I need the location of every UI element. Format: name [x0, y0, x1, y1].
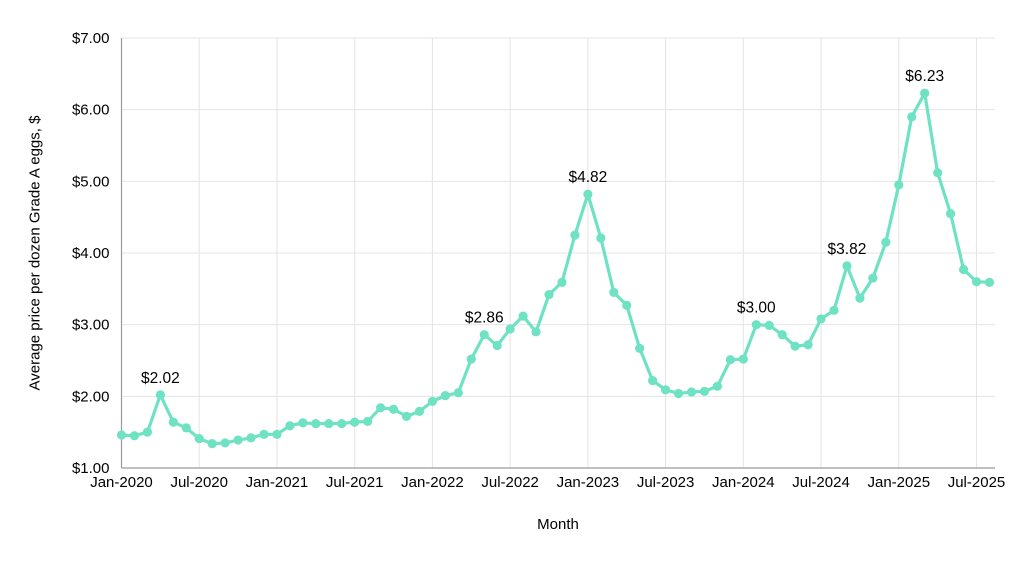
- data-point: [673, 388, 684, 399]
- data-point: [440, 391, 450, 401]
- point-annotation: $3.00: [737, 300, 776, 317]
- data-point: [375, 403, 386, 413]
- data-point: [363, 416, 373, 427]
- data-point: [907, 112, 917, 122]
- data-point: [285, 421, 295, 431]
- point-annotation: $6.23: [905, 68, 944, 85]
- data-point: [855, 293, 865, 303]
- x-tick-label: Jan-2024: [712, 474, 775, 491]
- data-point: [350, 417, 360, 427]
- y-tick-label: $5.00: [72, 173, 110, 190]
- data-point: [984, 277, 995, 287]
- x-tick-label: Jan-2022: [401, 474, 464, 491]
- data-point: [466, 354, 476, 364]
- data-point: [829, 305, 839, 315]
- point-annotation: $4.82: [568, 169, 607, 186]
- point-annotation: $2.02: [141, 370, 180, 387]
- data-point: [207, 439, 217, 449]
- data-point: [181, 423, 191, 433]
- x-tick-label: Jan-2021: [246, 474, 309, 491]
- data-point: [129, 431, 140, 441]
- data-point: [479, 330, 489, 340]
- data-point: [414, 406, 425, 416]
- x-tick-label: Jul-2024: [792, 474, 850, 491]
- y-tick-label: $6.00: [72, 102, 110, 119]
- x-tick-label: Jul-2023: [637, 474, 695, 491]
- data-point: [492, 340, 502, 351]
- x-tick-label: Jan-2023: [557, 474, 620, 491]
- point-annotation: $2.86: [465, 310, 504, 327]
- data-point: [401, 411, 412, 421]
- x-tick-label: Jul-2022: [481, 474, 539, 491]
- data-point: [557, 277, 567, 287]
- data-point: [712, 381, 723, 391]
- data-point: [337, 418, 347, 429]
- y-tick-label: $3.00: [72, 317, 110, 334]
- x-tick-label: Jan-2025: [867, 474, 930, 491]
- data-point: [168, 417, 178, 427]
- data-point: [570, 230, 580, 240]
- data-point: [894, 180, 904, 190]
- data-point: [764, 320, 774, 330]
- data-point: [233, 435, 243, 445]
- data-point: [155, 390, 165, 400]
- data-point: [427, 396, 438, 406]
- data-point: [388, 404, 399, 414]
- y-tick-label: $7.00: [72, 30, 110, 47]
- data-point: [725, 355, 735, 365]
- data-point: [920, 88, 930, 98]
- data-point: [583, 189, 593, 199]
- data-point: [971, 277, 982, 287]
- data-point: [246, 433, 256, 443]
- y-tick-label: $4.00: [72, 245, 110, 262]
- data-point: [699, 386, 710, 396]
- data-point: [259, 429, 269, 439]
- data-point: [803, 340, 813, 350]
- data-point: [116, 430, 127, 440]
- data-point: [881, 237, 891, 247]
- x-tick-label: Jul-2025: [948, 474, 1006, 491]
- x-tick-label: Jul-2020: [170, 474, 228, 491]
- data-point: [142, 427, 153, 437]
- data-point: [324, 418, 334, 429]
- data-point: [777, 330, 787, 340]
- data-point: [298, 418, 308, 428]
- data-point: [518, 311, 528, 321]
- data-point: [842, 261, 852, 271]
- data-point: [311, 418, 321, 429]
- data-point: [596, 233, 606, 243]
- data-point: [453, 388, 463, 398]
- data-point: [609, 287, 619, 298]
- x-axis-title: Month: [537, 516, 579, 533]
- data-point: [544, 289, 554, 300]
- y-tick-label: $1.00: [72, 460, 110, 477]
- y-axis-title: Average price per dozen Grade A eggs, $: [26, 115, 44, 391]
- point-annotation: $3.82: [828, 241, 867, 258]
- price-line: [119, 91, 992, 446]
- data-point: [958, 264, 969, 275]
- data-point: [751, 320, 761, 330]
- data-point: [790, 341, 800, 351]
- data-point: [622, 300, 632, 310]
- data-point: [686, 387, 697, 397]
- data-point: [648, 375, 658, 386]
- data-point: [738, 354, 748, 364]
- data-point: [272, 429, 282, 439]
- y-tick-label: $2.00: [72, 388, 110, 405]
- data-point: [531, 327, 541, 337]
- data-point: [635, 343, 645, 353]
- x-tick-label: Jan-2020: [90, 474, 153, 491]
- x-tick-label: Jul-2021: [326, 474, 384, 491]
- data-point: [868, 273, 878, 283]
- data-point: [945, 208, 956, 219]
- data-point: [194, 434, 204, 444]
- data-point: [660, 385, 671, 395]
- data-point: [220, 438, 230, 448]
- data-point: [505, 324, 515, 334]
- data-point: [933, 168, 943, 178]
- data-point: [816, 314, 826, 324]
